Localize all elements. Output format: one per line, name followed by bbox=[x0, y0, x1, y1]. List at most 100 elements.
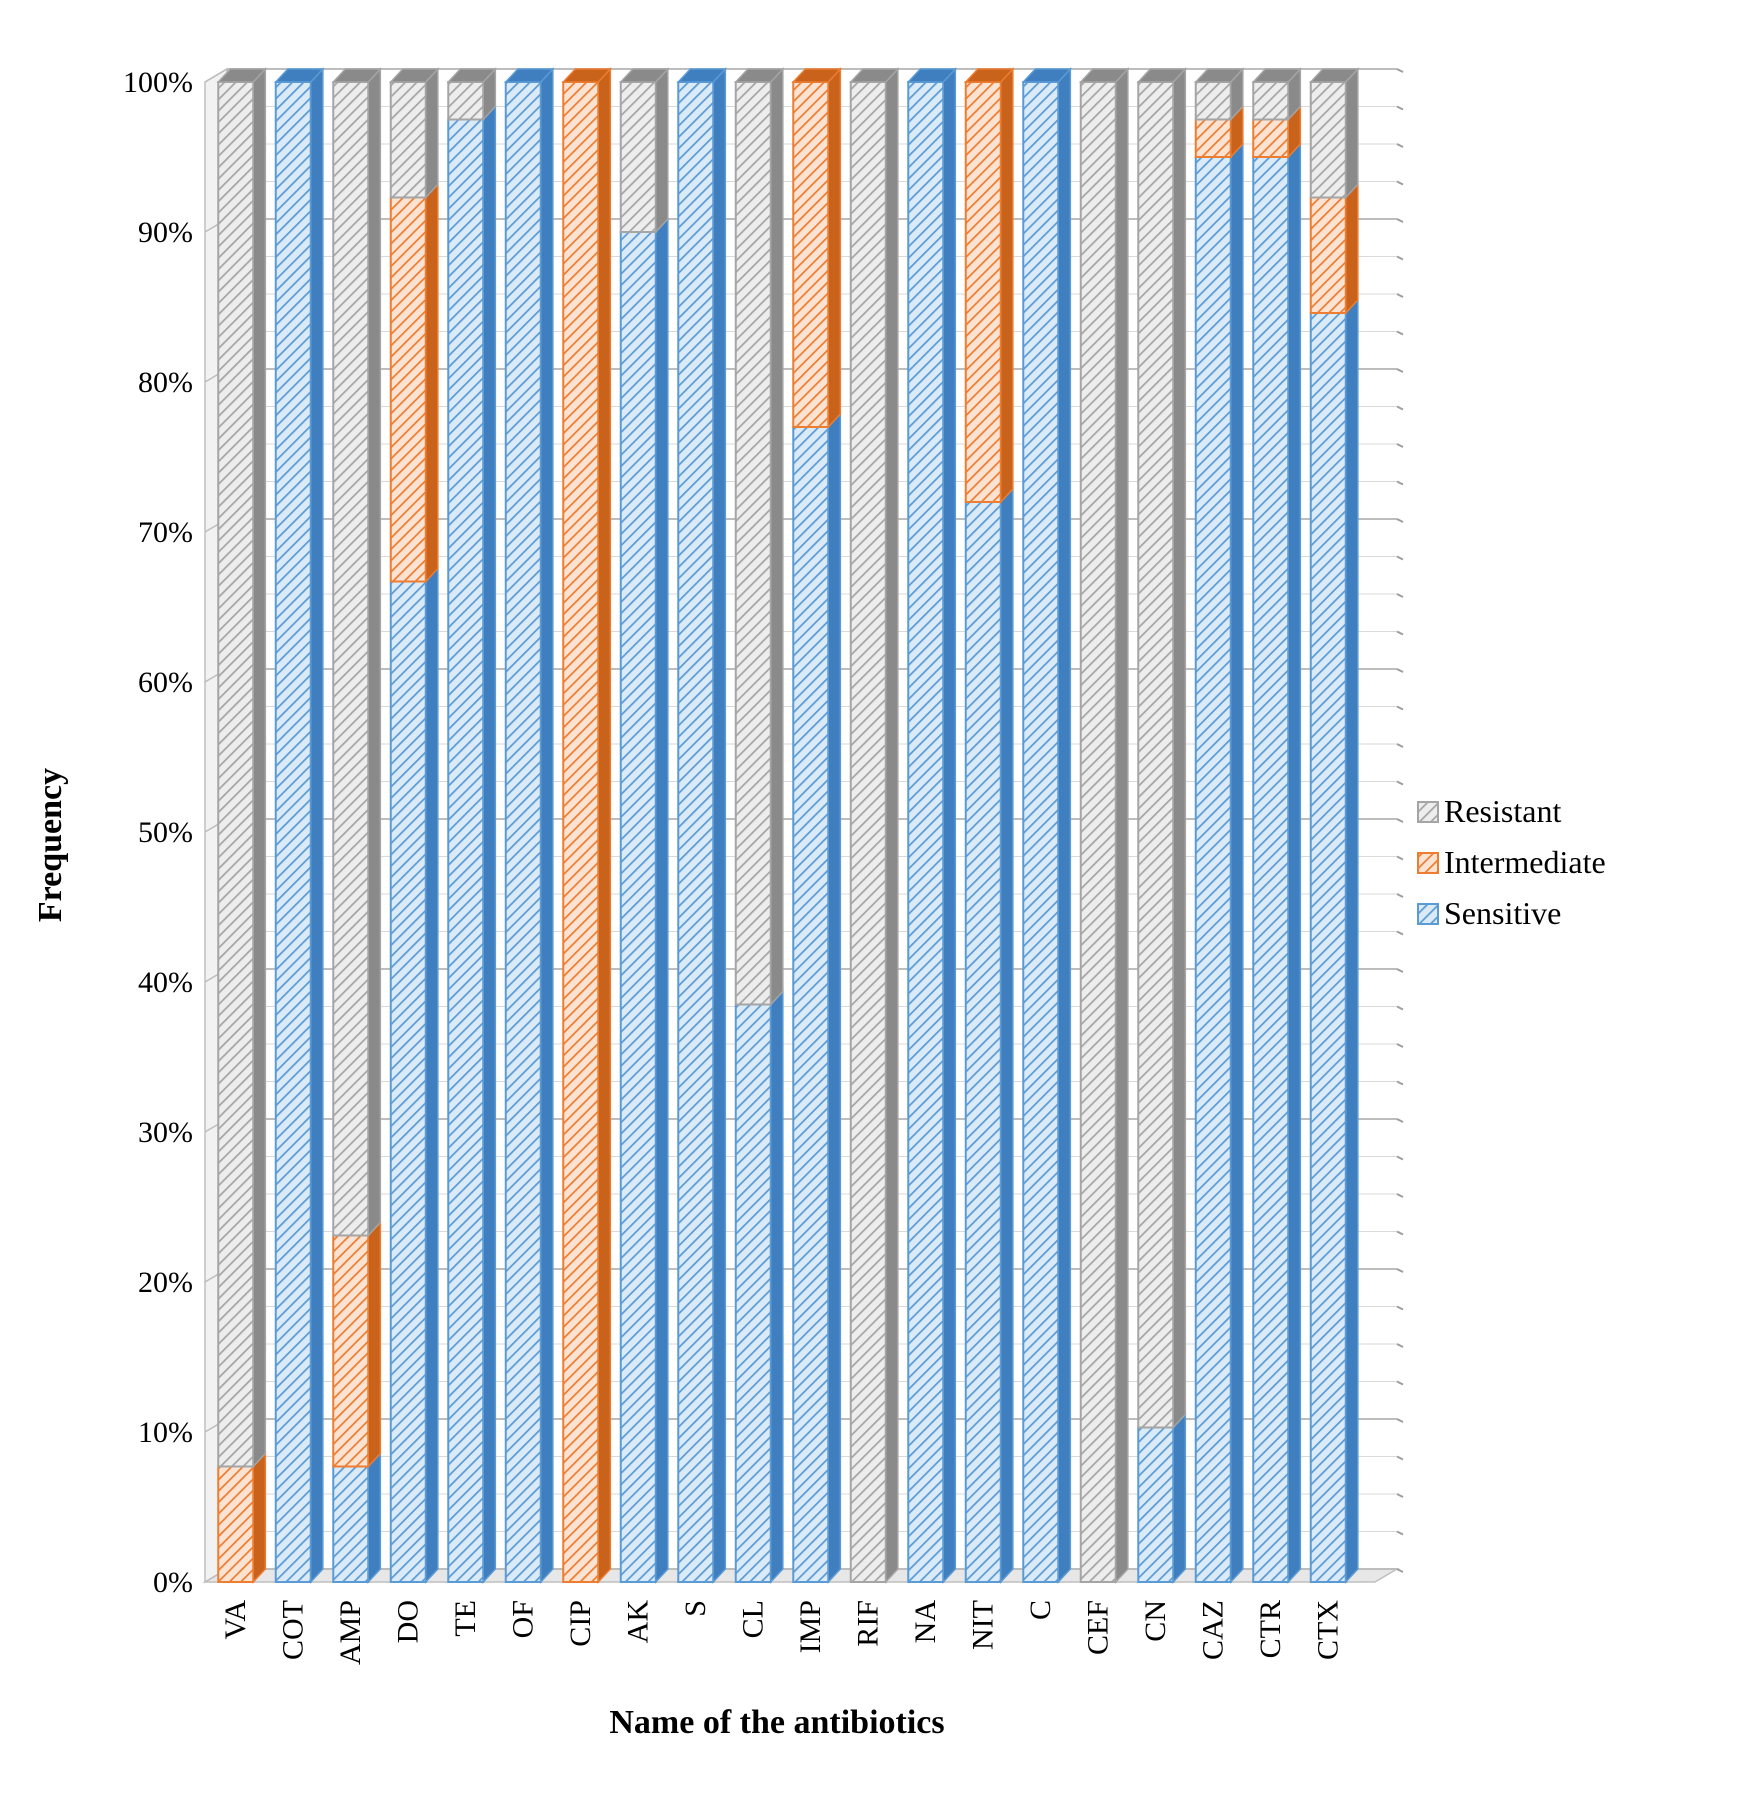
legend-swatch-intermediate bbox=[1417, 852, 1439, 874]
bar-side-sensitive bbox=[1287, 142, 1302, 1584]
bar-segment-resistant bbox=[217, 81, 255, 1468]
bar-side-sensitive bbox=[310, 67, 324, 1584]
bar-segment-sensitive bbox=[504, 81, 542, 1583]
bar-stack-ctr bbox=[1251, 67, 1303, 1584]
bar-side-intermediate bbox=[597, 67, 612, 1584]
bar-top bbox=[504, 68, 555, 83]
bar-segment-intermediate bbox=[562, 81, 600, 1583]
bar-side-intermediate bbox=[425, 182, 439, 584]
bar-segment-resistant bbox=[1309, 81, 1347, 199]
bar-stack-do bbox=[389, 67, 440, 1584]
x-tick-label: OF bbox=[506, 1600, 539, 1638]
bar-segment-sensitive bbox=[447, 118, 485, 1583]
bar-segment-sensitive bbox=[677, 81, 715, 1583]
bar-segment-resistant bbox=[1194, 81, 1232, 121]
bar-stack-of bbox=[504, 67, 555, 1584]
y-tick-label: 50% bbox=[138, 816, 193, 849]
bar-side-sensitive bbox=[540, 67, 554, 1584]
bar-side-sensitive bbox=[1172, 1412, 1187, 1584]
bar-stack-cef bbox=[1079, 67, 1130, 1584]
x-tick-label: CEF bbox=[1081, 1600, 1114, 1655]
bar-stack-caz bbox=[1194, 67, 1245, 1584]
bar-stack-cot bbox=[274, 67, 325, 1584]
bar-top bbox=[676, 68, 728, 83]
bar-segment-sensitive bbox=[734, 1003, 772, 1583]
x-tick-label: AK bbox=[621, 1600, 654, 1644]
bar-stack-ctx bbox=[1309, 67, 1360, 1584]
x-tick-label: RIF bbox=[851, 1600, 884, 1647]
bar-side-resistant bbox=[1345, 67, 1359, 200]
x-tick-label: C bbox=[1024, 1600, 1057, 1620]
bar-stack-ak bbox=[619, 67, 670, 1584]
x-tick-label: CAZ bbox=[1196, 1600, 1229, 1660]
x-tick-label: NIT bbox=[966, 1600, 999, 1650]
bar-side-intermediate bbox=[1000, 67, 1014, 504]
bar-stack-cip bbox=[561, 67, 613, 1584]
x-tick-label: CN bbox=[1139, 1600, 1172, 1642]
bar-side-sensitive bbox=[482, 104, 497, 1584]
legend-swatch-sensitive bbox=[1417, 903, 1439, 925]
bar-segment-resistant bbox=[1252, 81, 1290, 121]
legend-swatch-resistant bbox=[1417, 801, 1439, 823]
bar-side-sensitive bbox=[1000, 487, 1014, 1584]
bar-side-intermediate bbox=[367, 1220, 382, 1469]
bar-side-intermediate bbox=[827, 67, 842, 429]
bar-segment-sensitive bbox=[332, 1465, 370, 1583]
legend-label-sensitive: Sensitive bbox=[1444, 895, 1561, 931]
x-tick-label: IMP bbox=[794, 1600, 827, 1653]
bar-side-resistant bbox=[1115, 67, 1129, 1584]
bar-side-resistant bbox=[367, 67, 382, 1238]
bars bbox=[216, 67, 1360, 1584]
bar-segment-sensitive bbox=[1022, 81, 1060, 1583]
y-tick-label: 60% bbox=[138, 666, 193, 699]
y-tick-label: 40% bbox=[138, 966, 193, 999]
x-tick-label: CL bbox=[736, 1600, 769, 1638]
bar-segment-sensitive bbox=[792, 426, 830, 1583]
bar-side-resistant bbox=[885, 67, 899, 1584]
bar-stack-amp bbox=[331, 67, 383, 1584]
bar-top bbox=[906, 68, 958, 83]
bar-top bbox=[331, 68, 383, 83]
bar-segment-sensitive bbox=[1309, 312, 1347, 1583]
bar-top bbox=[389, 68, 440, 83]
bar-segment-intermediate bbox=[389, 196, 427, 583]
bar-side-resistant bbox=[252, 67, 267, 1469]
bar-side-sensitive bbox=[712, 67, 727, 1584]
bar-side-resistant bbox=[425, 67, 439, 200]
bar-segment-resistant bbox=[447, 81, 485, 121]
bar-top bbox=[274, 68, 325, 83]
x-tick-label: AMP bbox=[334, 1600, 367, 1665]
x-tick-label: CTR bbox=[1254, 1600, 1287, 1658]
legend-label-resistant: Resistant bbox=[1444, 793, 1561, 829]
bar-top bbox=[446, 68, 498, 83]
bar-segment-sensitive bbox=[1137, 1426, 1175, 1583]
bar-side-sensitive bbox=[827, 412, 842, 1584]
y-tick-label: 10% bbox=[138, 1416, 193, 1449]
bar-segment-intermediate bbox=[1309, 196, 1347, 314]
bar-segment-sensitive bbox=[964, 501, 1002, 1583]
bar-side-sensitive bbox=[1057, 67, 1072, 1584]
bar-segment-sensitive bbox=[907, 81, 945, 1583]
bar-top bbox=[791, 68, 843, 83]
bar-stack-na bbox=[906, 67, 958, 1584]
bar-segment-resistant bbox=[849, 81, 887, 1583]
bar-segment-sensitive bbox=[274, 81, 312, 1583]
x-tick-label: TE bbox=[449, 1600, 482, 1637]
x-axis-ticks: VA COT AMP DO TE OF CIP AK S CL IMP RIF NA NIT C CEF CN C… bbox=[219, 1600, 1345, 1665]
bar-segment-intermediate bbox=[1252, 118, 1290, 158]
bar-side-sensitive bbox=[942, 67, 957, 1584]
bar-segment-resistant bbox=[332, 81, 370, 1237]
bar-segment-intermediate bbox=[792, 81, 830, 428]
bar-stack-va bbox=[216, 67, 268, 1584]
bar-segment-intermediate bbox=[1194, 118, 1232, 158]
y-tick-label: 100% bbox=[123, 66, 193, 99]
x-tick-label: VA bbox=[219, 1600, 252, 1640]
bar-segment-resistant bbox=[734, 81, 772, 1006]
bar-segment-resistant bbox=[1079, 81, 1117, 1583]
x-tick-label: COT bbox=[276, 1600, 309, 1660]
x-tick-label: CTX bbox=[1311, 1600, 1344, 1660]
bar-segment-intermediate bbox=[332, 1234, 370, 1468]
bar-top bbox=[734, 68, 785, 83]
bar-segment-sensitive bbox=[619, 231, 657, 1583]
